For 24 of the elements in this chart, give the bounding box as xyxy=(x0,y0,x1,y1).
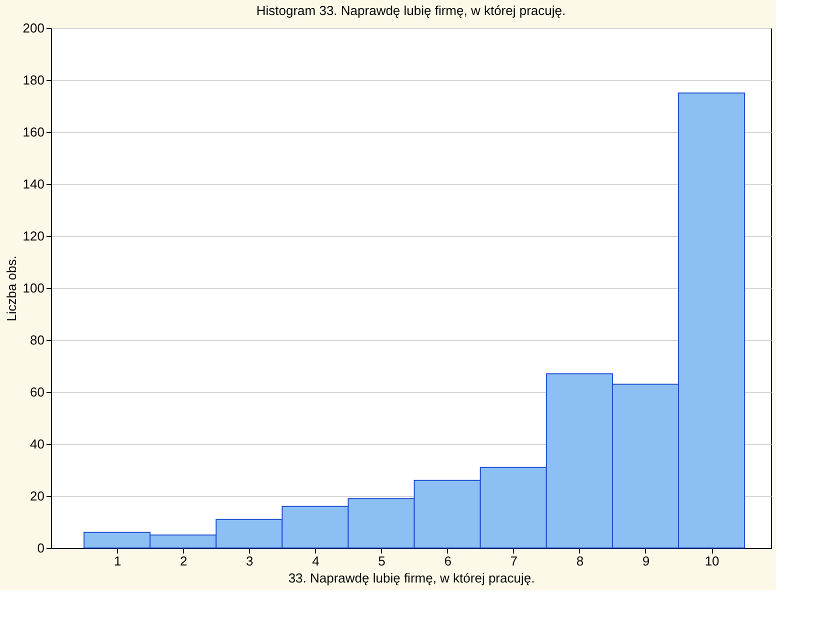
x-tick-label: 7 xyxy=(510,554,518,568)
y-tick-label: 100 xyxy=(22,280,44,296)
y-tick-label: 180 xyxy=(22,72,44,88)
x-tick-label: 4 xyxy=(312,554,320,568)
y-tick-label: 0 xyxy=(37,540,44,556)
x-tick-label: 9 xyxy=(642,554,650,568)
x-tick-label: 2 xyxy=(180,554,188,568)
y-tick-label: 20 xyxy=(30,488,44,504)
y-axis-title: Liczba obs. xyxy=(4,256,19,322)
y-tick-label: 40 xyxy=(30,436,44,452)
x-tick-label: 8 xyxy=(576,554,584,568)
x-axis-title: 33. Naprawdę lubię firmę, w której pracuję. xyxy=(288,570,535,586)
y-tick-label: 160 xyxy=(22,124,44,140)
y-tick-label: 120 xyxy=(22,228,44,244)
x-tick-label: 10 xyxy=(704,554,720,568)
x-tick-label: 6 xyxy=(444,554,452,568)
y-tick-label: 200 xyxy=(22,20,44,36)
y-tick-label: 80 xyxy=(30,332,44,348)
x-tick-label: 1 xyxy=(114,554,122,568)
y-tick-label: 140 xyxy=(22,176,44,192)
x-tick-label: 3 xyxy=(246,554,254,568)
chart-title: Histogram 33. Naprawdę lubię firmę, w której pracuję. xyxy=(256,3,566,18)
x-tick-label: 5 xyxy=(378,554,386,568)
y-tick-label: 60 xyxy=(30,384,44,400)
